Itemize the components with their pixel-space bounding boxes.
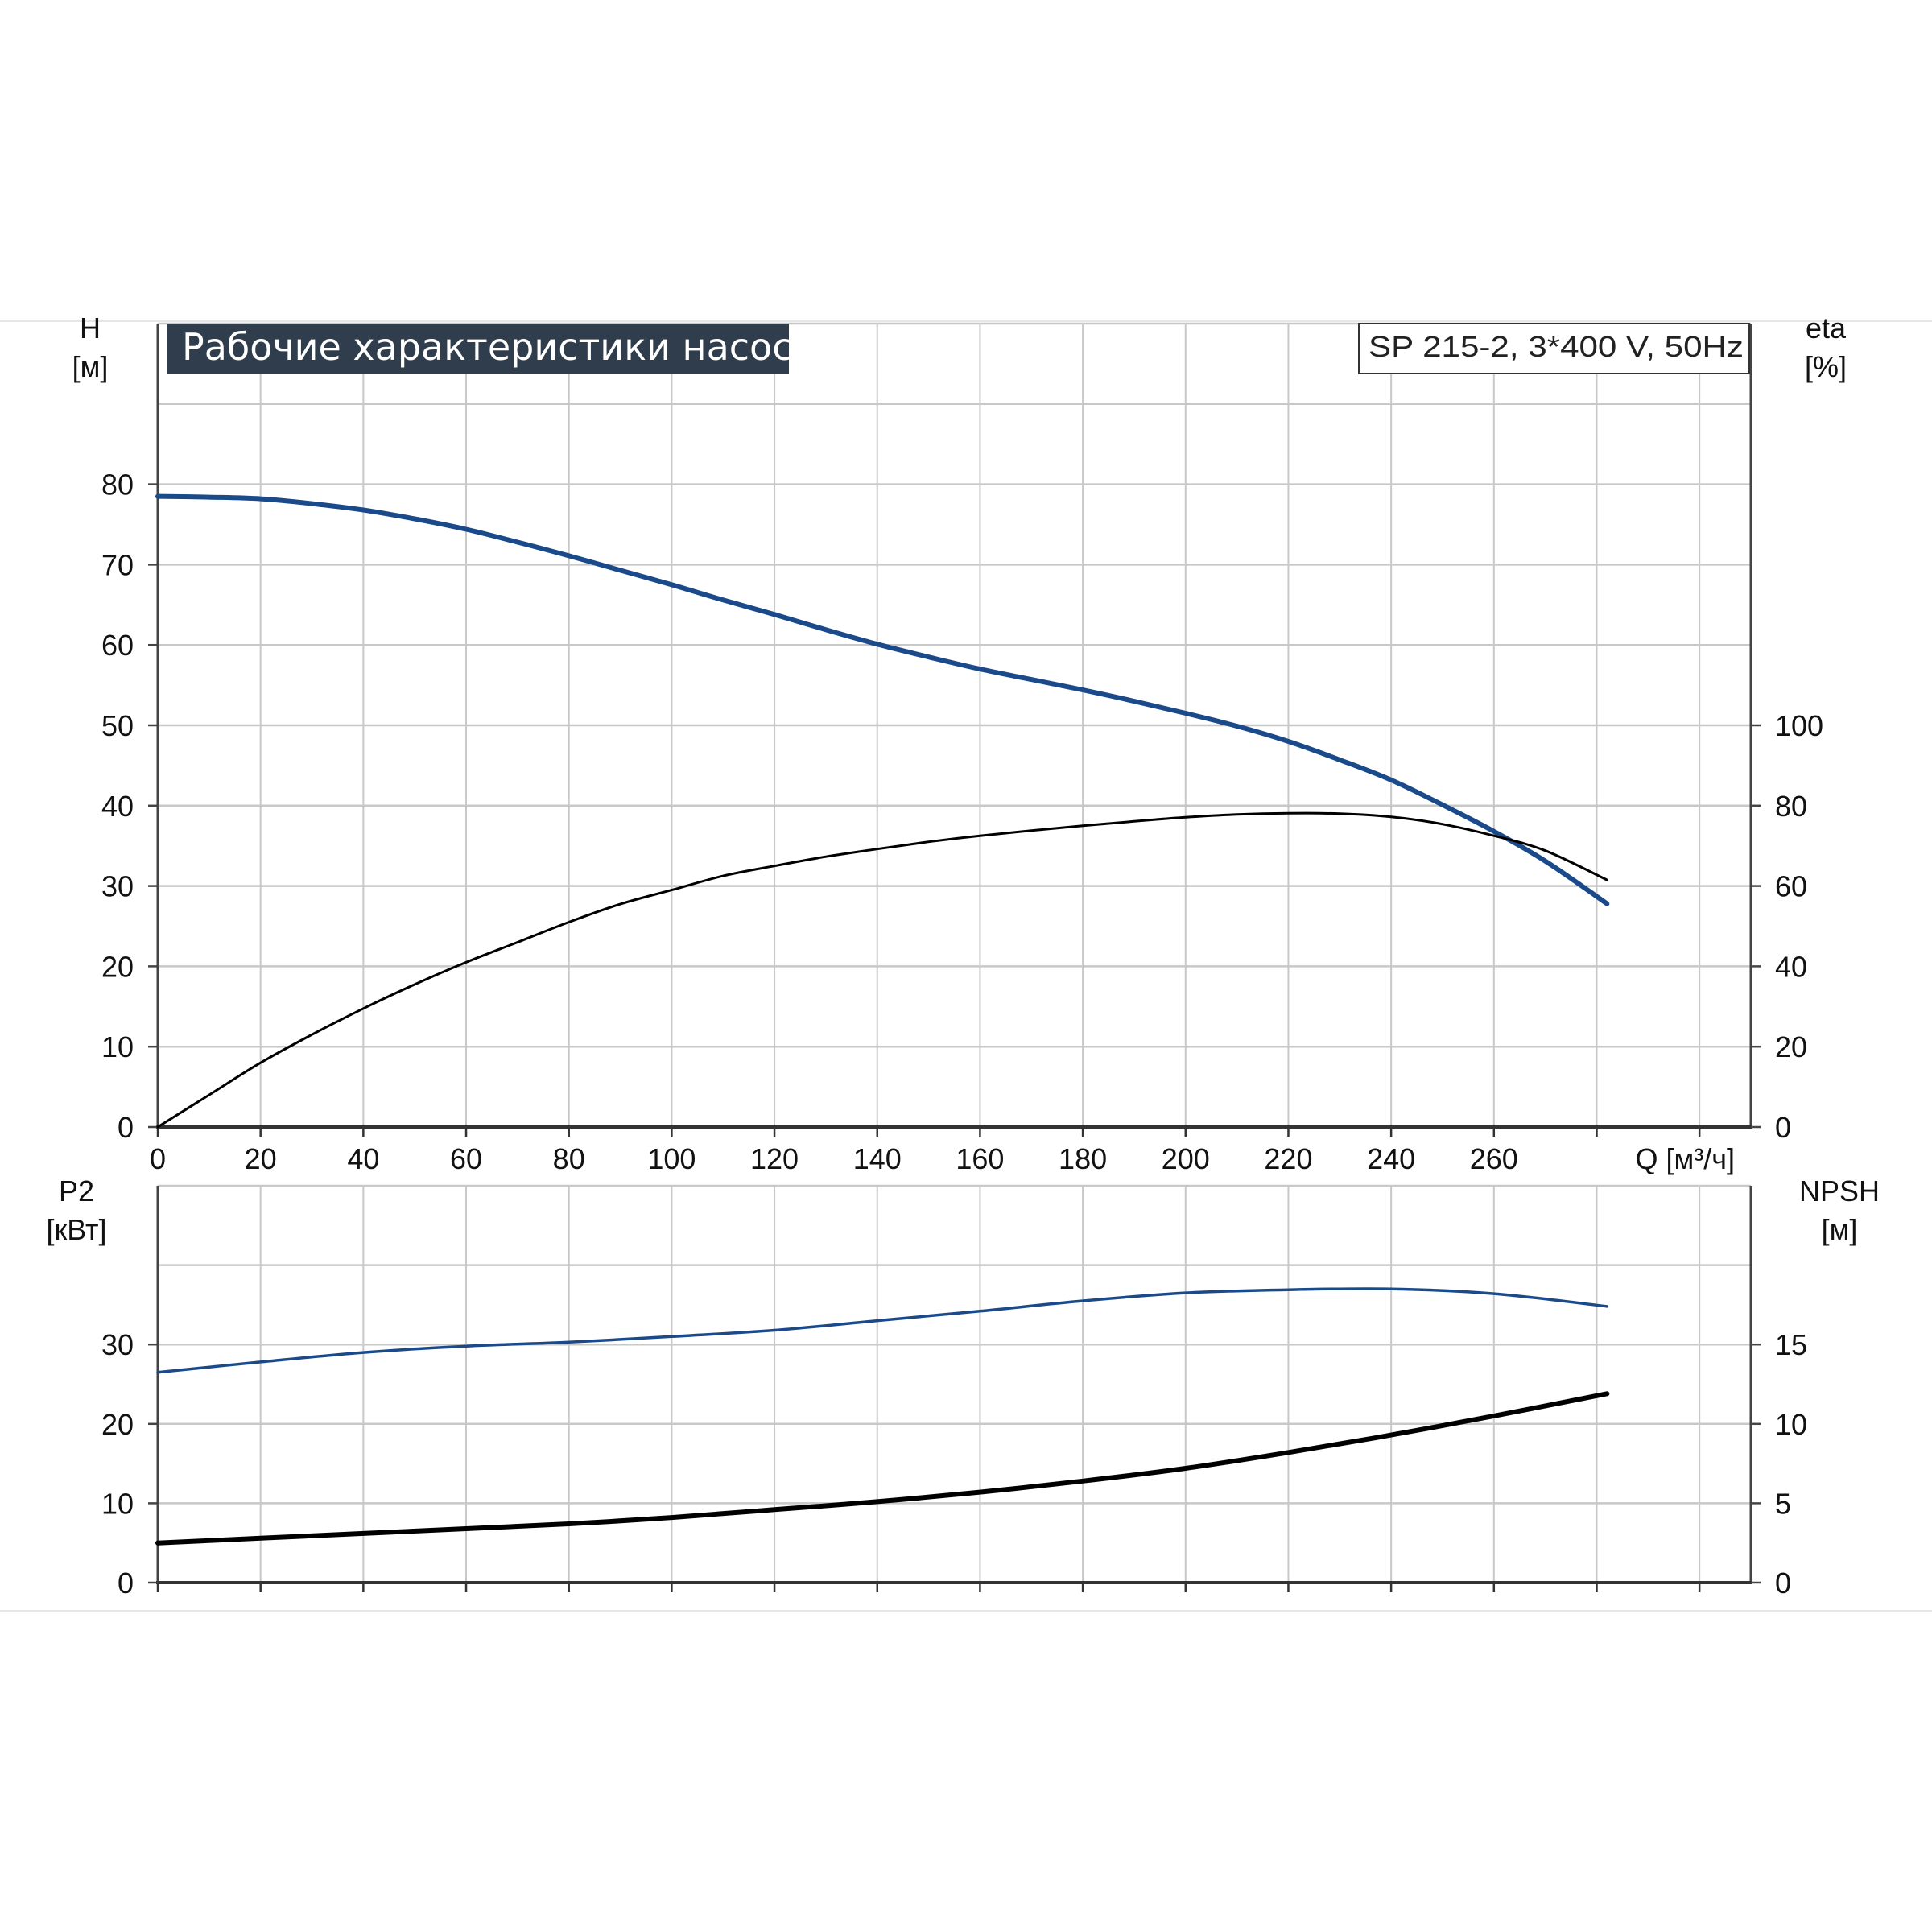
x-tick-label: 260 [1470, 1142, 1518, 1175]
x-tick-label: 60 [450, 1142, 482, 1175]
x-tick-label: 20 [245, 1142, 277, 1175]
y-right-unit: [м] [1822, 1213, 1858, 1246]
x-tick-label: 240 [1367, 1142, 1415, 1175]
chart-title: Рабочие характеристики насоса [182, 325, 815, 369]
y-right-tick-label: 10 [1775, 1408, 1807, 1441]
y-left-tick-label: 40 [101, 790, 134, 823]
y-right-tick-label: 0 [1775, 1567, 1791, 1600]
efficiency-curve [156, 811, 1608, 1129]
y-left-tick-label: 10 [101, 1030, 134, 1063]
y-right-tick-label: 100 [1775, 709, 1823, 742]
y-left-unit: [м] [72, 350, 109, 383]
y-left-tick-label: 70 [101, 548, 134, 581]
y-right-tick-label: 40 [1775, 950, 1807, 983]
y-left-tick-label: 10 [101, 1487, 134, 1520]
y-right-tick-label: 80 [1775, 790, 1807, 823]
x-tick-label: 120 [750, 1142, 799, 1175]
y-left-tick-label: 30 [101, 1328, 134, 1361]
y-right-label: eta [1806, 312, 1847, 345]
y-right-tick-label: 0 [1775, 1111, 1791, 1144]
y-left-tick-label: 0 [118, 1111, 134, 1144]
power-npsh-panel: 0 10 20 30 0 5 10 15 P2 [кВт] NPSH [м] [46, 1174, 1880, 1600]
x-tick-label: 140 [853, 1142, 902, 1175]
y-left-unit: [кВт] [46, 1213, 106, 1246]
x-tick-label: 40 [347, 1142, 379, 1175]
y-right-unit: [%] [1805, 350, 1847, 383]
npsh-curve [155, 1391, 1610, 1546]
y-right-tick-label: 15 [1775, 1328, 1807, 1361]
y-left-tick-label: 20 [101, 1408, 134, 1441]
y-left-tick-label: 60 [101, 629, 134, 662]
y-left-tick-label: 50 [101, 709, 134, 742]
title-background [167, 324, 789, 374]
y-left-tick-label: 80 [101, 469, 134, 502]
y-left-tick-label: 20 [101, 950, 134, 983]
x-tick-label: 180 [1059, 1142, 1107, 1175]
y-left-label: P2 [59, 1174, 94, 1208]
y-right-tick-label: 20 [1775, 1030, 1807, 1063]
x-tick-label: 200 [1162, 1142, 1210, 1175]
head-efficiency-panel: 0 10 20 30 40 50 60 70 80 0 20 40 60 80 100 0 20 40 60 80 10… [72, 312, 1847, 1175]
x-tick-label: 160 [956, 1142, 1004, 1175]
head-curve [155, 493, 1610, 906]
x-tick-label: 0 [150, 1142, 166, 1175]
y-right-label: NPSH [1799, 1174, 1880, 1208]
y-right-tick-label: 60 [1775, 870, 1807, 903]
x-tick-label: 80 [553, 1142, 585, 1175]
model-box [1358, 323, 1750, 374]
upper-band-line [0, 320, 1932, 322]
y-left-label: H [80, 312, 101, 345]
y-right-tick-label: 5 [1775, 1487, 1791, 1520]
y-left-tick-label: 0 [118, 1567, 134, 1600]
power-curve [156, 1287, 1609, 1374]
x-tick-label: 220 [1264, 1142, 1312, 1175]
y-left-tick-label: 30 [101, 870, 134, 903]
lower-band-line [0, 1610, 1932, 1612]
x-axis-label: Q [м³/ч] [1635, 1142, 1735, 1175]
model-label: SP 215-2, 3*400 V, 50Hz [1368, 330, 1744, 363]
x-tick-label: 100 [647, 1142, 696, 1175]
